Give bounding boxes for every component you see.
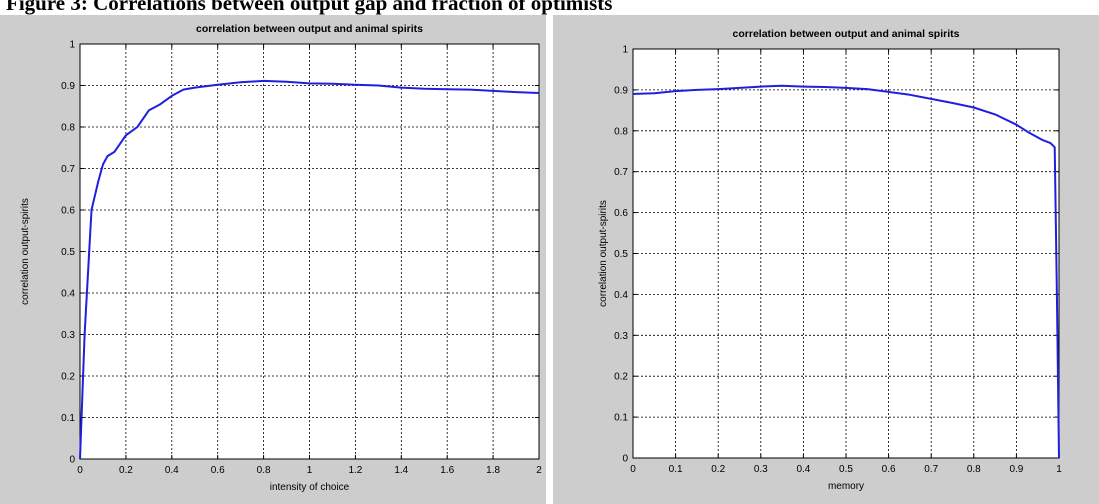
y-tick-label: 0: [69, 455, 75, 466]
y-tick-label: 0.6: [61, 206, 75, 217]
x-tick-label: 0.7: [924, 464, 938, 475]
x-axis-label: memory: [828, 481, 864, 492]
chart-title: correlation between output and animal sp…: [196, 23, 423, 35]
series-line: [79, 79, 540, 460]
x-tick-label: 1: [1056, 464, 1062, 475]
y-axis-label: correlation output-spirits: [20, 198, 31, 305]
y-tick-label: 0.5: [614, 249, 628, 260]
y-tick-label: 1: [69, 40, 75, 51]
x-tick-label: 0.6: [211, 465, 225, 476]
x-tick-label: 1.4: [394, 465, 408, 476]
x-tick-label: 0.2: [711, 464, 725, 475]
y-tick-label: 0.3: [61, 330, 75, 341]
y-tick-label: 1: [622, 45, 628, 56]
x-tick-label: 0.3: [754, 464, 768, 475]
y-tick-label: 0.7: [61, 164, 75, 175]
chart-intensity-of-choice: 0 0.2 0.4 0.6 0.8 1 1.2 1.4 1.6 1.8 2 0 0.1 0.2 0.3 0.4…: [20, 23, 542, 493]
y-axis-label: correlation output-spirits: [598, 200, 609, 307]
x-tick-label: 0.1: [669, 464, 683, 475]
y-tick-label: 0.3: [614, 331, 628, 342]
x-tick-label: 0: [630, 464, 636, 475]
figure-caption: Figure 3: Correlations between output ga…: [6, 0, 613, 15]
y-tick-label: 0.6: [614, 208, 628, 219]
y-tick-label: 0.1: [614, 413, 628, 424]
x-tick-label: 1.2: [348, 465, 362, 476]
x-tick-label: 0.4: [796, 464, 810, 475]
x-tick-label: 0.6: [882, 464, 896, 475]
x-tick-label: 2: [536, 465, 542, 476]
y-tick-label: 0.5: [61, 247, 75, 258]
x-tick-label: 0.4: [165, 465, 179, 476]
chart-panel-memory: 0 0.1 0.2 0.3 0.4 0.5 0.6 0.7 0.8 0.9 1 0 0.1 0.2 0.3 0…: [553, 15, 1099, 504]
x-tick-label: 1.8: [486, 465, 500, 476]
x-tick-label: 1.6: [440, 465, 454, 476]
x-tick-label: 0.5: [839, 464, 853, 475]
y-tick-label: 0.1: [61, 413, 75, 424]
x-tick-label: 0.2: [119, 465, 133, 476]
y-tick-label: 0: [622, 454, 628, 465]
y-tick-label: 0.8: [61, 123, 75, 134]
y-tick-label: 0.4: [614, 290, 628, 301]
y-tick-label: 0.8: [614, 126, 628, 137]
chart-panel-intensity: 0 0.2 0.4 0.6 0.8 1 1.2 1.4 1.6 1.8 2 0 0.1 0.2 0.3 0.4…: [0, 15, 546, 504]
x-tick-label: 1: [307, 465, 313, 476]
plot-frame: [632, 48, 1060, 459]
y-tick-label: 0.7: [614, 167, 628, 178]
chart-memory: 0 0.1 0.2 0.3 0.4 0.5 0.6 0.7 0.8 0.9 1 0 0.1 0.2 0.3 0…: [598, 28, 1062, 492]
chart-title: correlation between output and animal sp…: [733, 28, 960, 40]
series-line: [632, 84, 1060, 459]
y-tick-label: 0.9: [614, 85, 628, 96]
x-tick-label: 0: [77, 465, 83, 476]
y-tick-label: 0.4: [61, 289, 75, 300]
y-tick-label: 0.9: [61, 81, 75, 92]
x-axis-label: intensity of choice: [270, 482, 350, 493]
x-tick-label: 0.8: [257, 465, 271, 476]
y-tick-label: 0.2: [61, 372, 75, 383]
y-tick-label: 0.2: [614, 372, 628, 383]
plot-frame: [79, 43, 540, 460]
x-tick-label: 0.9: [1009, 464, 1023, 475]
x-tick-label: 0.8: [967, 464, 981, 475]
